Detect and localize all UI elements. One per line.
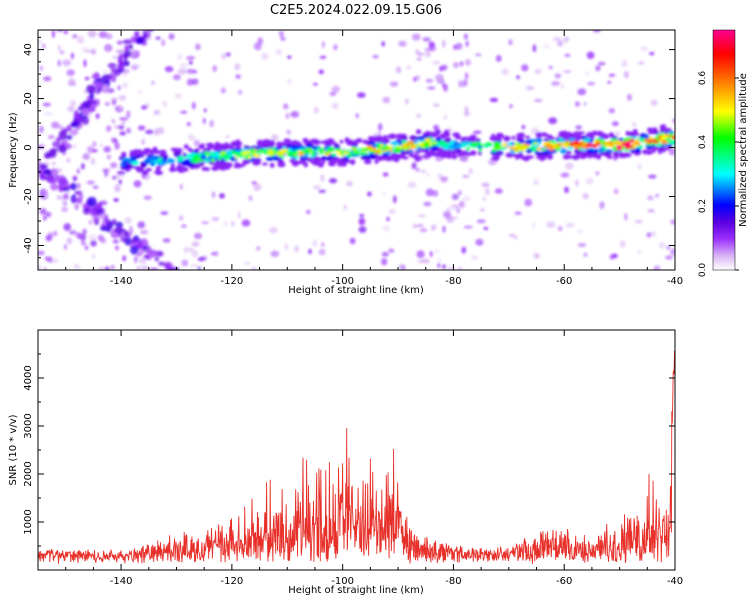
heatmap-x-tick-label: -100 [331, 276, 354, 287]
heatmap-x-tick-label: -140 [110, 276, 133, 287]
heatmap-panel: -140 -120 -100 -80 -60 -40 -40 -20 0 20 40 Height … [8, 29, 683, 296]
snr-y-tick-label: 3000 [23, 413, 34, 438]
colorbar-gradient [712, 29, 736, 271]
snr-y-tick-label: 1000 [23, 509, 34, 534]
colorbar-label: Normalized spectral amplitude [738, 73, 749, 227]
figure-title: C2E5.2024.022.09.15.G06 [270, 3, 442, 18]
colorbar-tick-label: 0.0 [698, 263, 708, 278]
colorbar-tick-label: 0.6 [698, 71, 708, 86]
heatmap-x-tick-label: -60 [556, 276, 572, 287]
colorbar: 0.0 0.2 0.4 0.6 Normalized spectral amplitu… [698, 29, 749, 278]
heatmap-y-tick-label: 20 [23, 92, 34, 105]
colorbar-tick-label: 0.2 [698, 199, 708, 213]
snr-x-tick-label: -40 [667, 576, 683, 587]
snr-x-axis-label: Height of straight line (km) [288, 585, 424, 596]
heatmap-y-tick-label: -20 [23, 188, 34, 204]
heatmap-x-tick-label: -40 [667, 276, 683, 287]
heatmap-y-tick-label: 40 [23, 43, 34, 56]
heatmap-x-tick-label: -120 [221, 276, 244, 287]
heatmap-frame [37, 29, 676, 271]
snr-x-tick-label: -80 [445, 576, 461, 587]
snr-x-tick-label: -60 [556, 576, 572, 587]
snr-y-tick-label: 2000 [23, 461, 34, 486]
heatmap-blobs [38, 30, 675, 270]
snr-y-axis-label: SNR (10 * v/v) [8, 414, 19, 485]
snr-y-tick-label: 4000 [23, 365, 34, 390]
heatmap-y-axis-label: Frequency (Hz) [8, 112, 19, 188]
heatmap-y-tick-label: 0 [23, 144, 34, 150]
snr-x-tick-label: -100 [331, 576, 354, 587]
heatmap-x-axis-label: Height of straight line (km) [288, 285, 424, 296]
heatmap-y-tick-label: -40 [23, 237, 34, 253]
heatmap-x-tick-label: -80 [445, 276, 461, 287]
snr-panel: -140 -120 -100 -80 -60 -40 1000 2000 3000 4000 He… [8, 329, 683, 596]
snr-x-tick-label: -120 [221, 576, 244, 587]
snr-x-tick-label: -140 [110, 576, 133, 587]
snr-series-line [38, 350, 675, 565]
colorbar-tick-label: 0.4 [698, 135, 708, 150]
